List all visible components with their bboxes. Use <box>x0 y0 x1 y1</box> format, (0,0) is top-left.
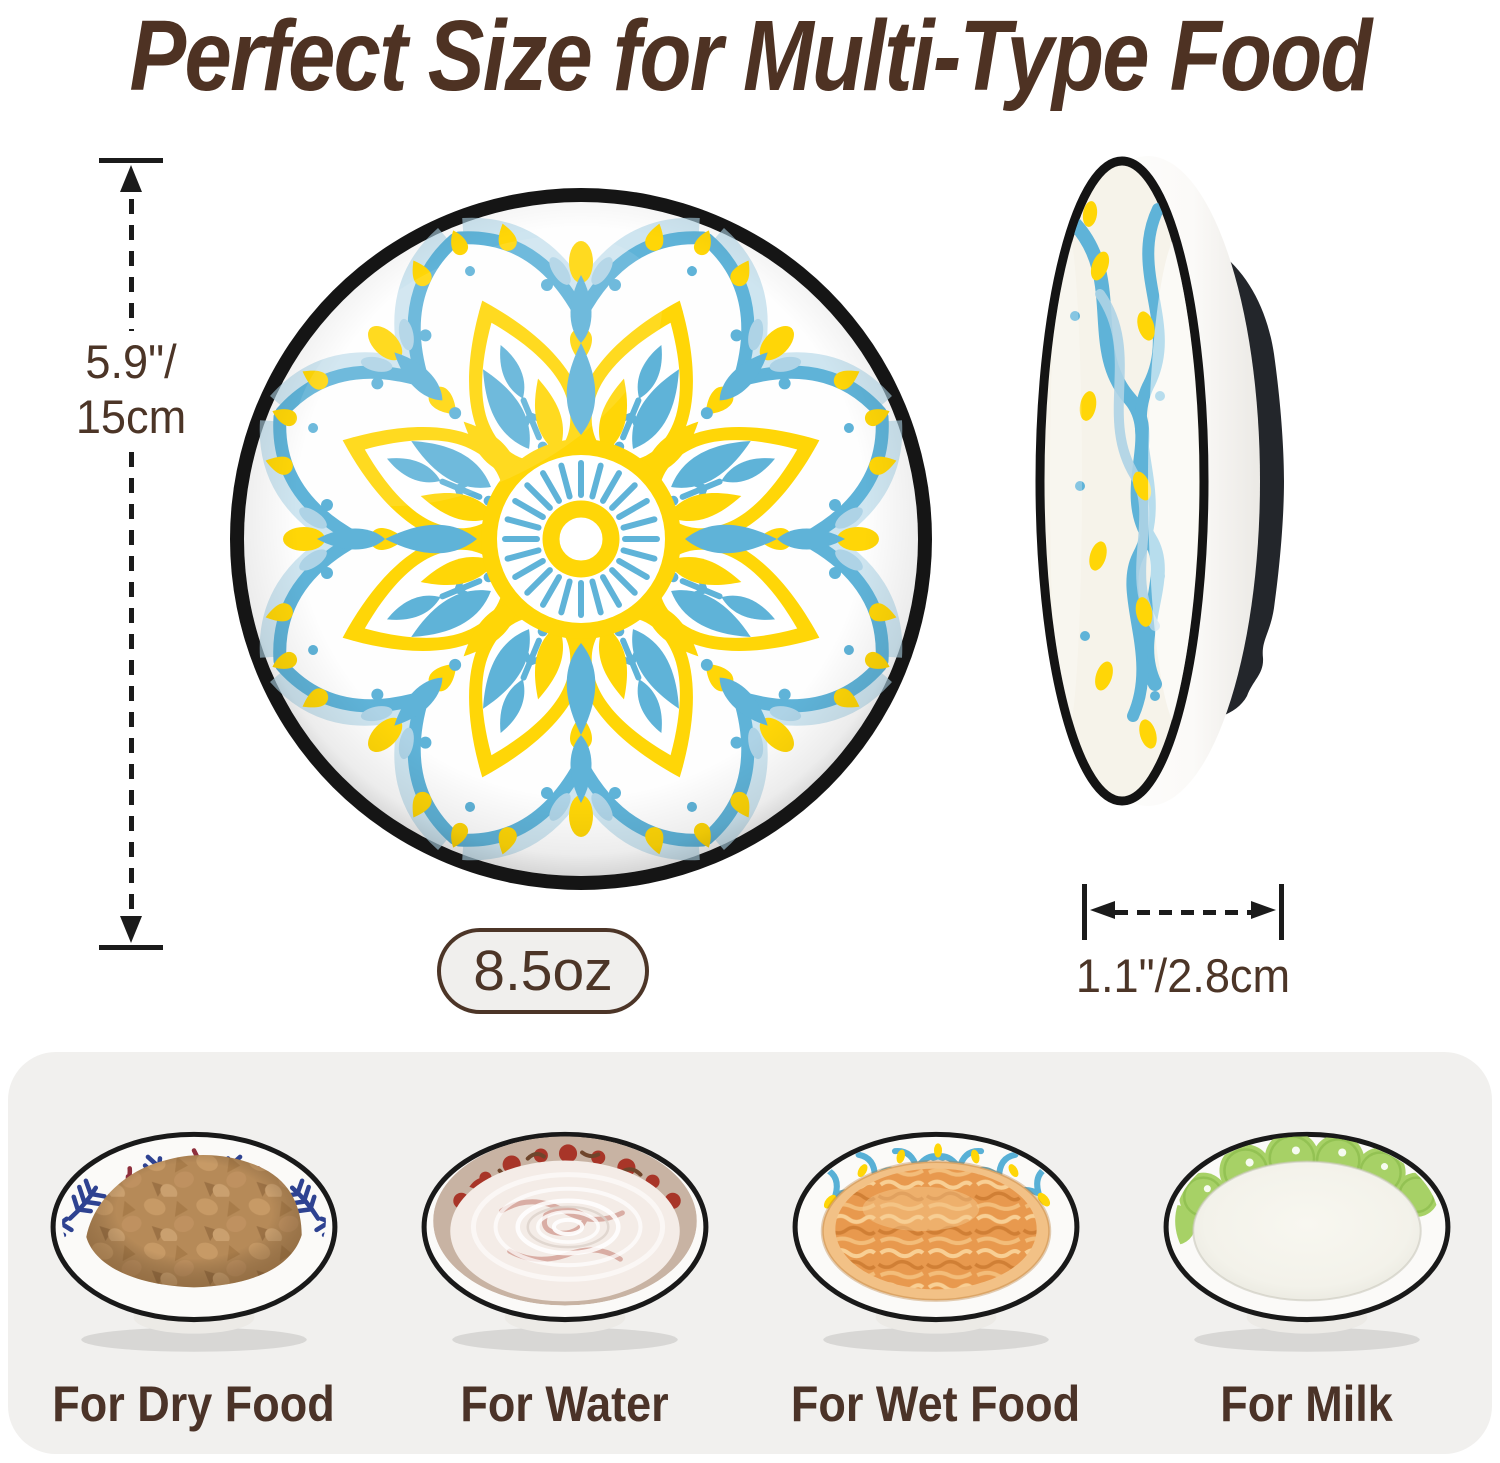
dimension-end-cap <box>1082 884 1087 940</box>
arrow-left-icon <box>1090 901 1115 919</box>
usage-item-milk: For Milk <box>1121 1052 1492 1454</box>
capacity-badge: 8.5oz <box>437 928 649 1014</box>
wet-food-bowl-illustration <box>792 1131 1079 1352</box>
dry-food-bowl-illustration <box>50 1131 337 1352</box>
dimension-end-cap <box>99 945 163 950</box>
depth-dimension-annotation: 1.1"/2.8cm <box>1076 884 1290 1014</box>
title-bar: Perfect Size for Multi-Type Food <box>0 0 1500 112</box>
usage-label: For Water <box>460 1376 669 1432</box>
arrow-down-icon <box>120 916 142 943</box>
usage-item-dry-food: For Dry Food <box>8 1052 379 1454</box>
diameter-cm: 15cm <box>75 390 187 443</box>
usage-item-water: For Water <box>379 1052 750 1454</box>
arrow-right-icon <box>1251 901 1276 919</box>
diameter-label: 5.9"/ 15cm <box>45 334 218 444</box>
diameter-inches: 5.9"/ <box>85 335 177 388</box>
usage-label: For Wet Food <box>790 1376 1081 1432</box>
diameter-dimension-annotation: 5.9"/ 15cm <box>66 158 196 950</box>
page-title: Perfect Size for Multi-Type Food <box>129 0 1372 112</box>
depth-label: 1.1"/2.8cm <box>1075 949 1291 1002</box>
usage-label: For Milk <box>1220 1376 1393 1432</box>
usage-item-wet-food: For Wet Food <box>750 1052 1121 1454</box>
milk-bowl-illustration <box>1163 1131 1450 1352</box>
dashed-line <box>1115 910 1251 915</box>
usage-label: For Dry Food <box>52 1376 335 1432</box>
water-bowl-illustration <box>421 1131 708 1352</box>
dimension-end-cap <box>99 158 163 163</box>
bowl-side-view-illustration <box>1035 156 1284 806</box>
dimension-end-cap <box>1279 884 1284 940</box>
usage-panel: For Dry Food <box>8 1052 1492 1454</box>
dashed-line <box>129 452 134 914</box>
dashed-line <box>129 173 134 331</box>
bowl-top-view-illustration <box>230 188 932 890</box>
